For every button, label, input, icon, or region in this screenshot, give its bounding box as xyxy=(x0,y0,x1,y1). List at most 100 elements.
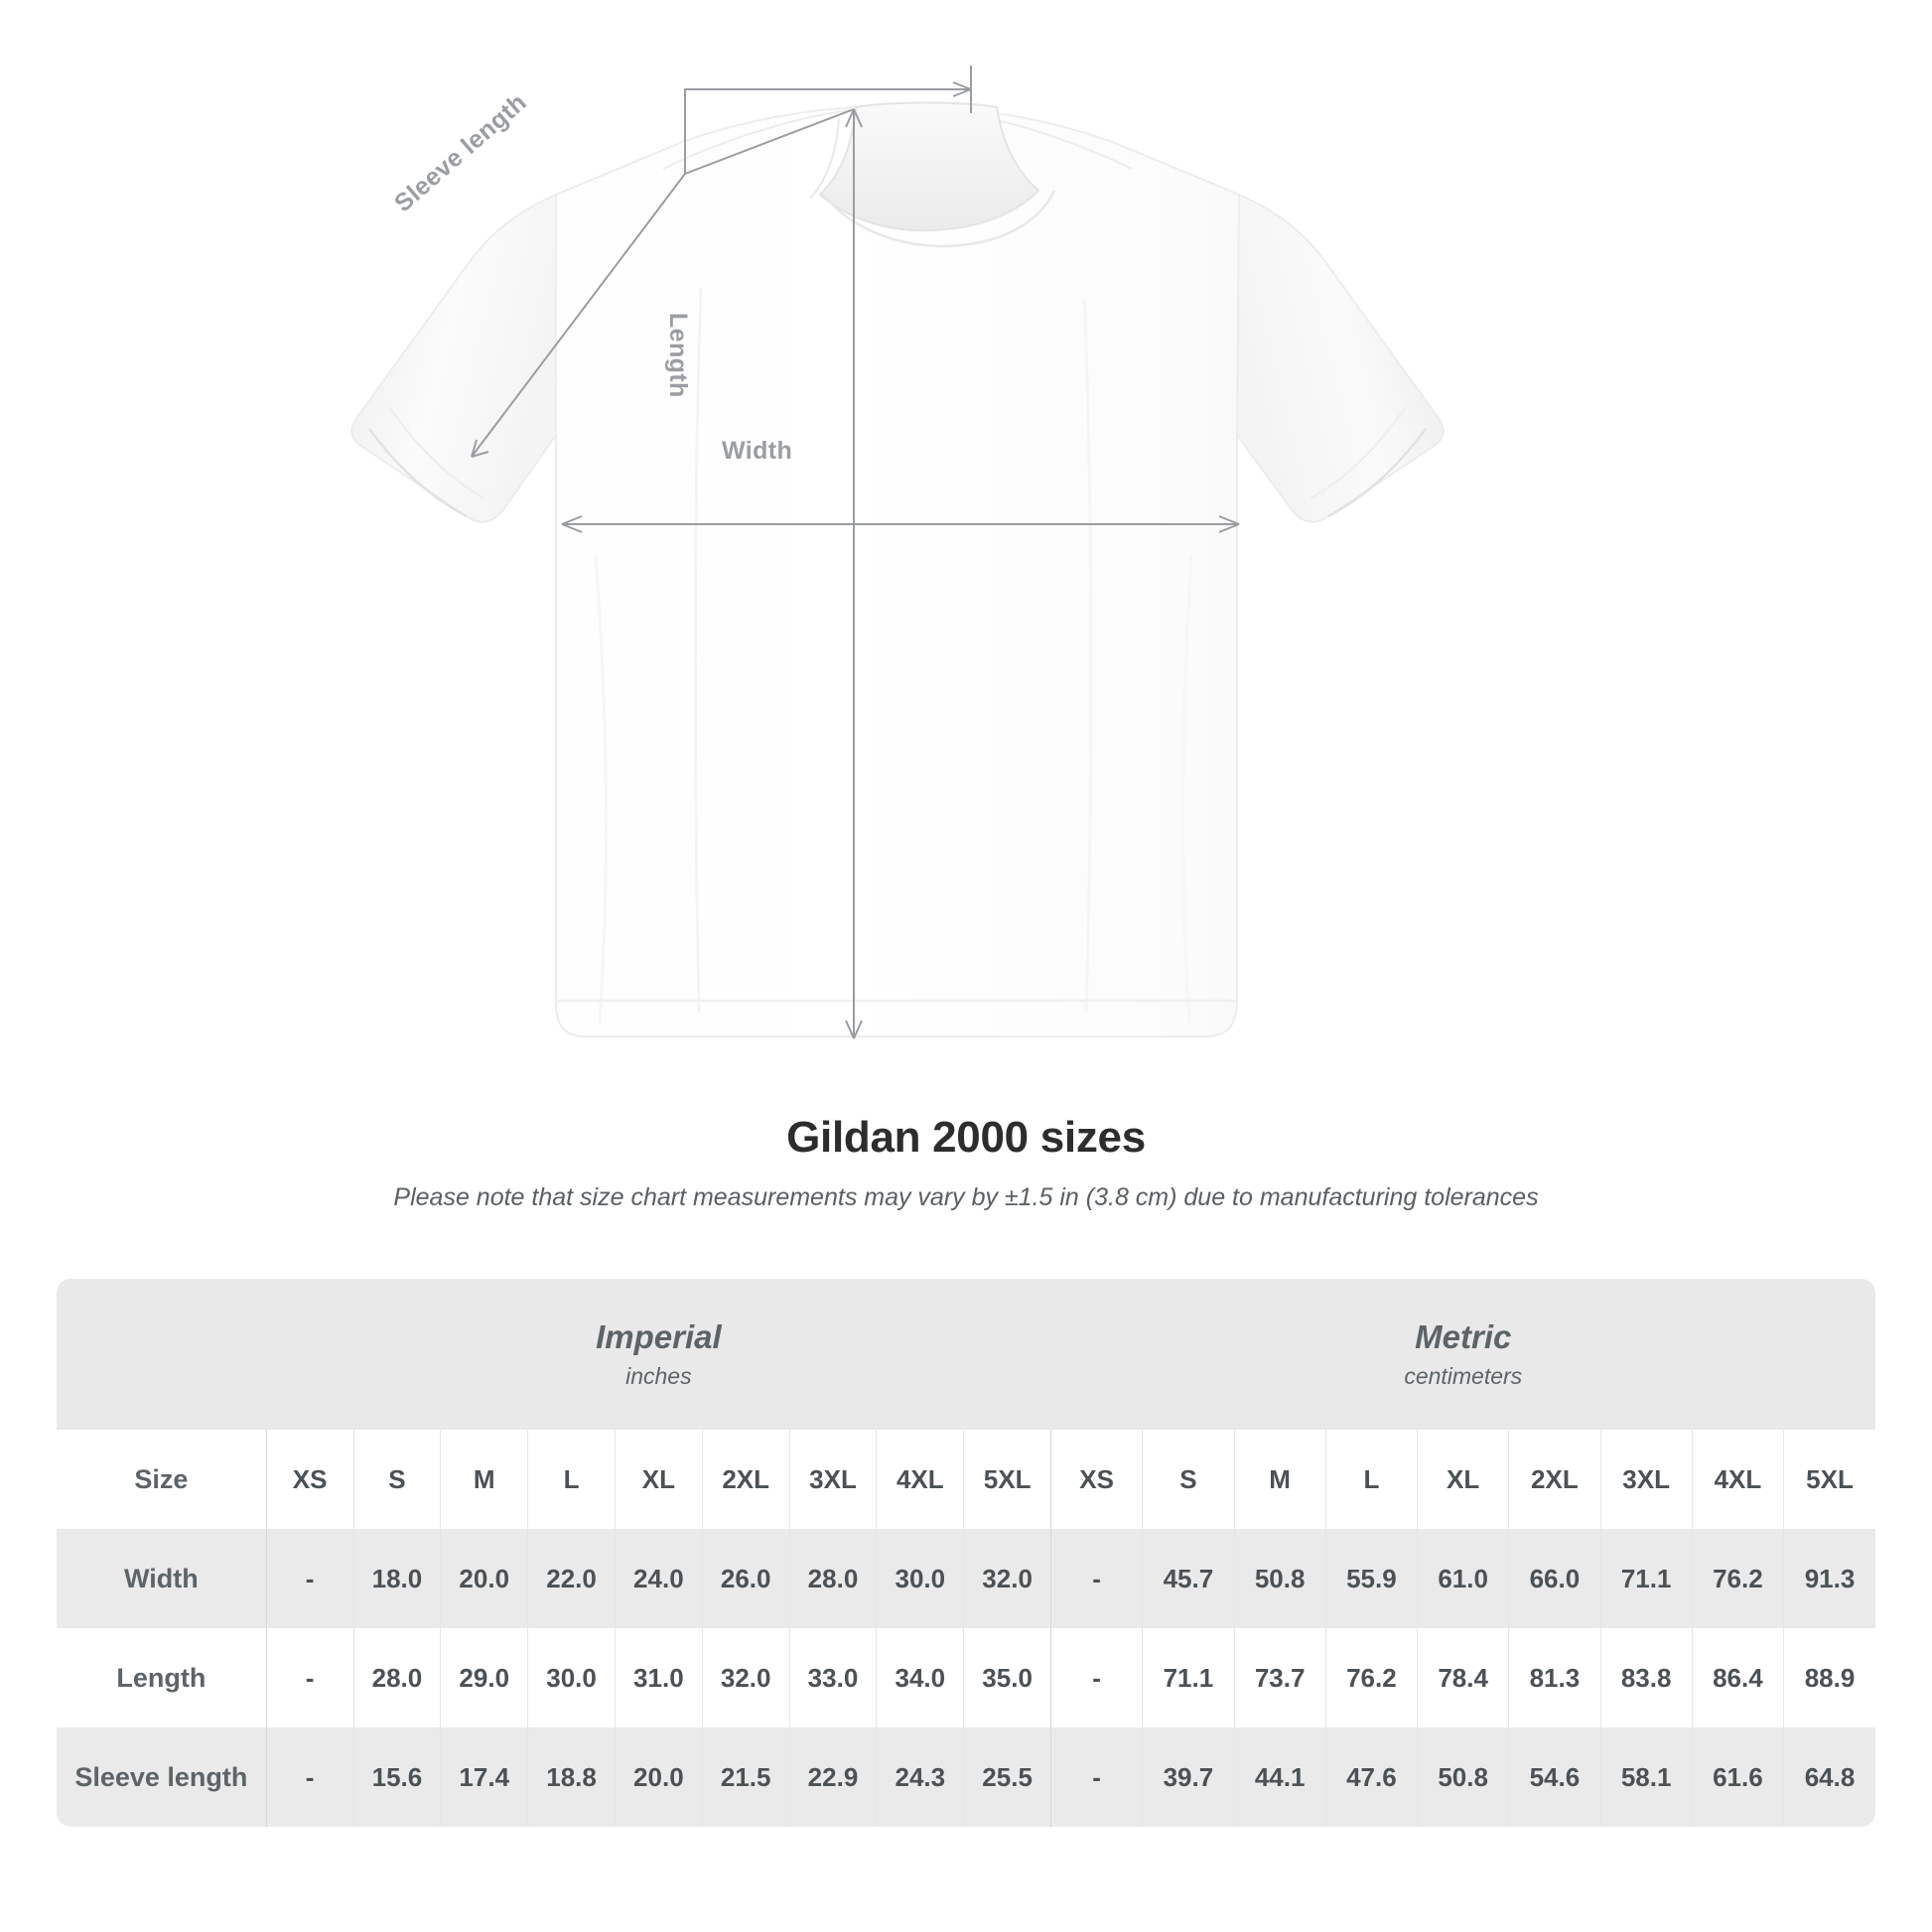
cell-sleeve-metric-1: 39.7 xyxy=(1142,1727,1235,1827)
tolerance-note: Please note that size chart measurements… xyxy=(393,1183,1539,1211)
size-cell-imperial-1: S xyxy=(352,1430,441,1529)
size-cell-imperial-6: 3XL xyxy=(788,1430,877,1529)
cell-sleeve-imperial-7: 24.3 xyxy=(876,1727,964,1827)
cell-length-metric-0: - xyxy=(1050,1628,1143,1727)
cell-length-metric-7: 86.4 xyxy=(1691,1628,1784,1727)
title-block: Gildan 2000 sizes Please note that size … xyxy=(0,1112,1932,1213)
size-cell-metric-1: S xyxy=(1142,1430,1235,1529)
size-table-container: Imperial inches Metric centimeters Size … xyxy=(57,1279,1875,1827)
cell-length-imperial-4: 31.0 xyxy=(614,1628,703,1727)
cell-width-metric-0: - xyxy=(1050,1529,1143,1628)
tshirt-diagram: Sleeve length Length Width xyxy=(350,66,1445,1039)
cell-sleeve-metric-7: 61.6 xyxy=(1691,1727,1784,1827)
cell-width-imperial-8: 32.0 xyxy=(963,1529,1051,1628)
row-label-length: Length xyxy=(57,1628,267,1727)
unit-header-row: Imperial inches Metric centimeters xyxy=(57,1279,1875,1430)
cell-sleeve-metric-6: 58.1 xyxy=(1599,1727,1693,1827)
width-dimension-label: Width xyxy=(722,437,793,465)
cell-length-imperial-8: 35.0 xyxy=(963,1628,1051,1727)
size-cell-metric-8: 5XL xyxy=(1783,1430,1875,1529)
cell-length-metric-2: 73.7 xyxy=(1233,1628,1326,1727)
size-cell-metric-5: 2XL xyxy=(1508,1430,1601,1529)
metric-unit-sub: centimeters xyxy=(1404,1363,1523,1389)
tshirt-svg xyxy=(350,66,1445,1039)
cell-width-metric-5: 66.0 xyxy=(1508,1529,1601,1628)
cell-width-metric-3: 55.9 xyxy=(1324,1529,1418,1628)
cell-length-metric-1: 71.1 xyxy=(1142,1628,1235,1727)
cell-sleeve-metric-2: 44.1 xyxy=(1233,1727,1326,1827)
cell-sleeve-imperial-1: 15.6 xyxy=(352,1727,441,1827)
size-cell-imperial-8: 5XL xyxy=(963,1430,1051,1529)
imperial-unit-name: Imperial xyxy=(596,1318,722,1355)
size-cell-imperial-5: 2XL xyxy=(701,1430,790,1529)
size-header-row: Size XS S M L XL 2XL 3XL 4XL 5XL XS S M … xyxy=(57,1430,1875,1529)
table-row: Sleeve length - 15.6 17.4 18.8 20.0 21.5… xyxy=(57,1727,1875,1827)
cell-sleeve-metric-3: 47.6 xyxy=(1324,1727,1418,1827)
metric-unit-header: Metric centimeters xyxy=(1050,1279,1875,1430)
cell-length-metric-3: 76.2 xyxy=(1324,1628,1418,1727)
cell-length-imperial-3: 30.0 xyxy=(527,1628,616,1727)
cell-width-imperial-2: 20.0 xyxy=(440,1529,528,1628)
cell-width-metric-4: 61.0 xyxy=(1417,1529,1509,1628)
cell-length-metric-6: 83.8 xyxy=(1599,1628,1693,1727)
cell-width-metric-7: 76.2 xyxy=(1691,1529,1784,1628)
imperial-unit-header: Imperial inches xyxy=(266,1279,1051,1430)
cell-sleeve-metric-8: 64.8 xyxy=(1783,1727,1875,1827)
cell-width-metric-2: 50.8 xyxy=(1233,1529,1326,1628)
size-cell-metric-7: 4XL xyxy=(1691,1430,1784,1529)
cell-sleeve-imperial-0: - xyxy=(265,1727,354,1827)
cell-length-metric-8: 88.9 xyxy=(1783,1628,1875,1727)
cell-length-metric-4: 78.4 xyxy=(1417,1628,1509,1727)
table-row: Width - 18.0 20.0 22.0 24.0 26.0 28.0 30… xyxy=(57,1529,1875,1628)
cell-length-imperial-0: - xyxy=(265,1628,354,1727)
length-dimension-label: Length xyxy=(664,313,692,398)
cell-width-imperial-4: 24.0 xyxy=(614,1529,703,1628)
cell-width-imperial-0: - xyxy=(265,1529,354,1628)
shirt-body-shape xyxy=(350,101,1445,1037)
size-cell-metric-0: XS xyxy=(1050,1430,1143,1529)
cell-sleeve-imperial-5: 21.5 xyxy=(701,1727,790,1827)
cell-width-imperial-6: 28.0 xyxy=(788,1529,877,1628)
cell-width-imperial-5: 26.0 xyxy=(701,1529,790,1628)
size-cell-metric-6: 3XL xyxy=(1599,1430,1693,1529)
cell-sleeve-imperial-6: 22.9 xyxy=(788,1727,877,1827)
size-cell-imperial-2: M xyxy=(440,1430,528,1529)
cell-width-imperial-7: 30.0 xyxy=(876,1529,964,1628)
size-cell-metric-4: XL xyxy=(1417,1430,1509,1529)
size-row-label: Size xyxy=(57,1430,267,1529)
size-cell-imperial-0: XS xyxy=(265,1430,354,1529)
cell-width-metric-8: 91.3 xyxy=(1783,1529,1875,1628)
imperial-unit-sub: inches xyxy=(625,1363,692,1389)
metric-unit-name: Metric xyxy=(1415,1318,1512,1355)
cell-width-imperial-1: 18.0 xyxy=(352,1529,441,1628)
cell-sleeve-metric-5: 54.6 xyxy=(1508,1727,1601,1827)
cell-length-imperial-5: 32.0 xyxy=(701,1628,790,1727)
tshirt-illustration: Sleeve length Length Width xyxy=(350,66,1445,1039)
cell-length-imperial-1: 28.0 xyxy=(352,1628,441,1727)
cell-sleeve-metric-0: - xyxy=(1050,1727,1143,1827)
cell-width-imperial-3: 22.0 xyxy=(527,1529,616,1628)
cell-sleeve-imperial-4: 20.0 xyxy=(614,1727,703,1827)
cell-length-imperial-2: 29.0 xyxy=(440,1628,528,1727)
measurement-lines xyxy=(471,66,1240,1039)
row-label-sleeve-length: Sleeve length xyxy=(57,1727,267,1827)
cell-sleeve-imperial-2: 17.4 xyxy=(440,1727,528,1827)
size-cell-imperial-7: 4XL xyxy=(876,1430,964,1529)
table-corner-cell xyxy=(57,1279,267,1430)
page-title: Gildan 2000 sizes xyxy=(786,1113,1146,1162)
row-label-width: Width xyxy=(57,1529,267,1628)
cell-length-imperial-7: 34.0 xyxy=(876,1628,964,1727)
cell-width-metric-1: 45.7 xyxy=(1142,1529,1235,1628)
size-cell-metric-3: L xyxy=(1324,1430,1418,1529)
size-cell-imperial-3: L xyxy=(527,1430,616,1529)
table-row: Length - 28.0 29.0 30.0 31.0 32.0 33.0 3… xyxy=(57,1628,1875,1727)
size-cell-imperial-4: XL xyxy=(614,1430,703,1529)
cell-width-metric-6: 71.1 xyxy=(1599,1529,1693,1628)
size-cell-metric-2: M xyxy=(1233,1430,1326,1529)
size-table: Imperial inches Metric centimeters Size … xyxy=(57,1279,1875,1827)
cell-sleeve-imperial-8: 25.5 xyxy=(963,1727,1051,1827)
cell-length-metric-5: 81.3 xyxy=(1508,1628,1601,1727)
cell-sleeve-imperial-3: 18.8 xyxy=(527,1727,616,1827)
cell-sleeve-metric-4: 50.8 xyxy=(1417,1727,1509,1827)
